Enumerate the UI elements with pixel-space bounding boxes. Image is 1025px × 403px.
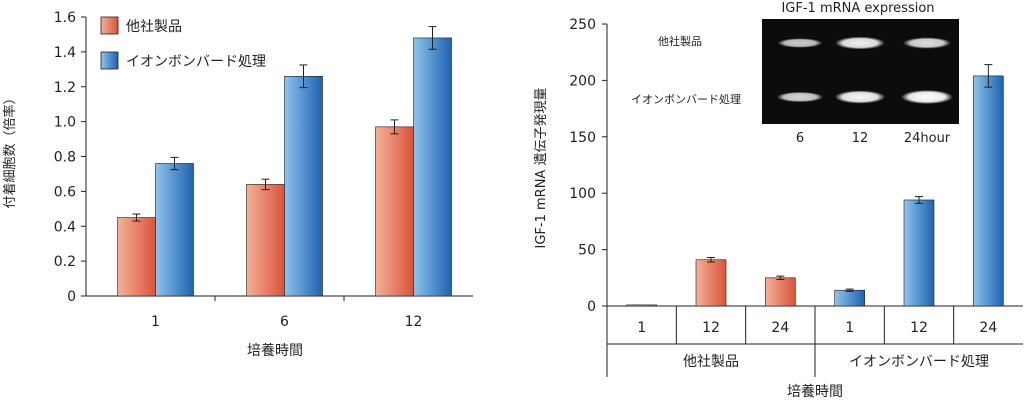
- chart2-bars: [626, 64, 1004, 307]
- chart1-bar-ion-bombard-6: [284, 75, 323, 297]
- chart1-error-bar: [261, 178, 270, 191]
- inset-lane-label-3: 24hour: [904, 131, 951, 146]
- chart2-y-ticks: 0 50 100 150 200 250: [569, 17, 607, 315]
- chart1-error-bar: [428, 26, 437, 50]
- chart2-x-tick-label: 24: [979, 320, 997, 336]
- chart1-bar-competitor-6: [246, 184, 285, 297]
- chart1-y-tick-label: 0: [67, 289, 76, 305]
- gel-band: [776, 91, 824, 103]
- chart2-x-tick-label: 1: [637, 320, 646, 336]
- chart2-category-table: 1 12 24 1 12 24 他社製品 イオンボンバード処理: [607, 306, 1023, 377]
- chart1-bar-competitor-12: [375, 126, 414, 297]
- chart2-group-label: イオンボンバード処理: [849, 354, 989, 370]
- chart2-x-tick-label: 1: [845, 320, 854, 336]
- chart1-y-tick-label: 0.8: [54, 150, 76, 166]
- chart1-y-tick-label: 0.2: [54, 254, 76, 270]
- chart1-y-tick-label: 0.6: [54, 184, 76, 200]
- chart1-y-tick-label: 1.2: [54, 80, 76, 96]
- chart1-y-axis-label: 付着細胞数（倍率）: [2, 91, 18, 208]
- inset-lane-label-2: 12: [852, 131, 869, 146]
- chart2-group-label: 他社製品: [683, 354, 739, 370]
- chart2-bar-ion-bombard-1: [834, 289, 865, 307]
- gel-band: [835, 36, 885, 50]
- chart2-bar-competitor-24: [765, 277, 796, 307]
- legend-swatch-series-1: [100, 16, 119, 35]
- chart1-y-ticks: 0 0.2 0.4 0.6 0.8 1.0 1.2 1.4 1.6: [54, 10, 86, 305]
- chart2-y-tick-label: 100: [569, 186, 596, 202]
- gel-bands: [776, 36, 953, 104]
- chart2-x-axis-label: 培養時間: [787, 383, 843, 400]
- chart2-bar-competitor-1: [626, 304, 657, 307]
- chart2-error-bar: [776, 275, 785, 280]
- chart2-y-tick-label: 50: [578, 243, 596, 259]
- chart1-x-tick-label: 6: [280, 314, 289, 330]
- chart1-x-axis-label: 培養時間: [247, 342, 303, 359]
- chart1-error-bar: [390, 119, 399, 135]
- chart1-error-bar: [132, 213, 141, 222]
- chart2-y-tick-label: 200: [569, 73, 596, 89]
- chart2-error-bar: [915, 196, 923, 204]
- chart1-x-ticks: 1 6 12: [151, 296, 422, 330]
- chart2-error-bar: [984, 64, 993, 88]
- chart1-x-tick-label: 1: [151, 314, 160, 330]
- gel-band: [903, 37, 951, 49]
- chart2-error-bar: [707, 256, 715, 263]
- chart1-y-tick-label: 1.6: [54, 10, 76, 26]
- gel-band: [901, 90, 953, 104]
- chart2-x-tick-label: 12: [702, 320, 720, 336]
- gel-image: [762, 19, 959, 124]
- chart1-legend: 他社製品 イオンボンバード処理: [100, 16, 266, 70]
- chart2-bar-competitor-12: [695, 259, 727, 307]
- chart1-bar-ion-bombard-12: [413, 37, 452, 297]
- chart1-bar-competitor-1: [117, 217, 156, 297]
- chart2-bar-ion-bombard-12: [903, 199, 935, 307]
- gel-band: [834, 90, 886, 104]
- legend-swatch-series-2: [100, 51, 119, 70]
- chart1-error-bar: [170, 156, 179, 171]
- gel-inset: IGF-1 mRNA expression 他社製品 イオンボンバード処理 6 …: [631, 1, 959, 146]
- gel-band: [777, 38, 823, 48]
- chart2-x-tick-label: 24: [771, 320, 789, 336]
- legend-label-series-2: イオンボンバード処理: [126, 54, 266, 70]
- chart1-x-tick-label: 12: [405, 314, 423, 330]
- chart1-y-tick-label: 0.4: [54, 219, 76, 235]
- chart1-y-tick-label: 1.0: [54, 115, 76, 131]
- inset-row-label-2: イオンボンバード処理: [631, 93, 741, 106]
- chart2-y-tick-label: 150: [569, 130, 596, 146]
- inset-title: IGF-1 mRNA expression: [781, 1, 934, 16]
- chart1-error-bar: [299, 64, 308, 89]
- chart2-x-tick-label: 12: [910, 320, 928, 336]
- inset-row-label-1: 他社製品: [658, 34, 702, 48]
- chart1-bar-ion-bombard-1: [155, 163, 194, 297]
- adhered-cells-chart: 00.20.40.60.81.01.21.41.6 1 6 12 付着細胞数（倍率）…: [2, 10, 473, 359]
- chart2-error-bar: [845, 288, 854, 292]
- chart1-y-tick-label: 1.4: [54, 45, 76, 61]
- chart2-y-tick-label: 250: [569, 17, 596, 33]
- chart2-y-tick-label: 0: [587, 299, 596, 315]
- legend-label-series-1: 他社製品: [126, 19, 182, 35]
- inset-lane-label-1: 6: [796, 131, 804, 146]
- chart2-y-axis-label: IGF-1 mRNA 遺伝子発現量: [534, 88, 549, 249]
- chart1-bars: [117, 26, 452, 297]
- chart2-bar-ion-bombard-24: [973, 75, 1004, 307]
